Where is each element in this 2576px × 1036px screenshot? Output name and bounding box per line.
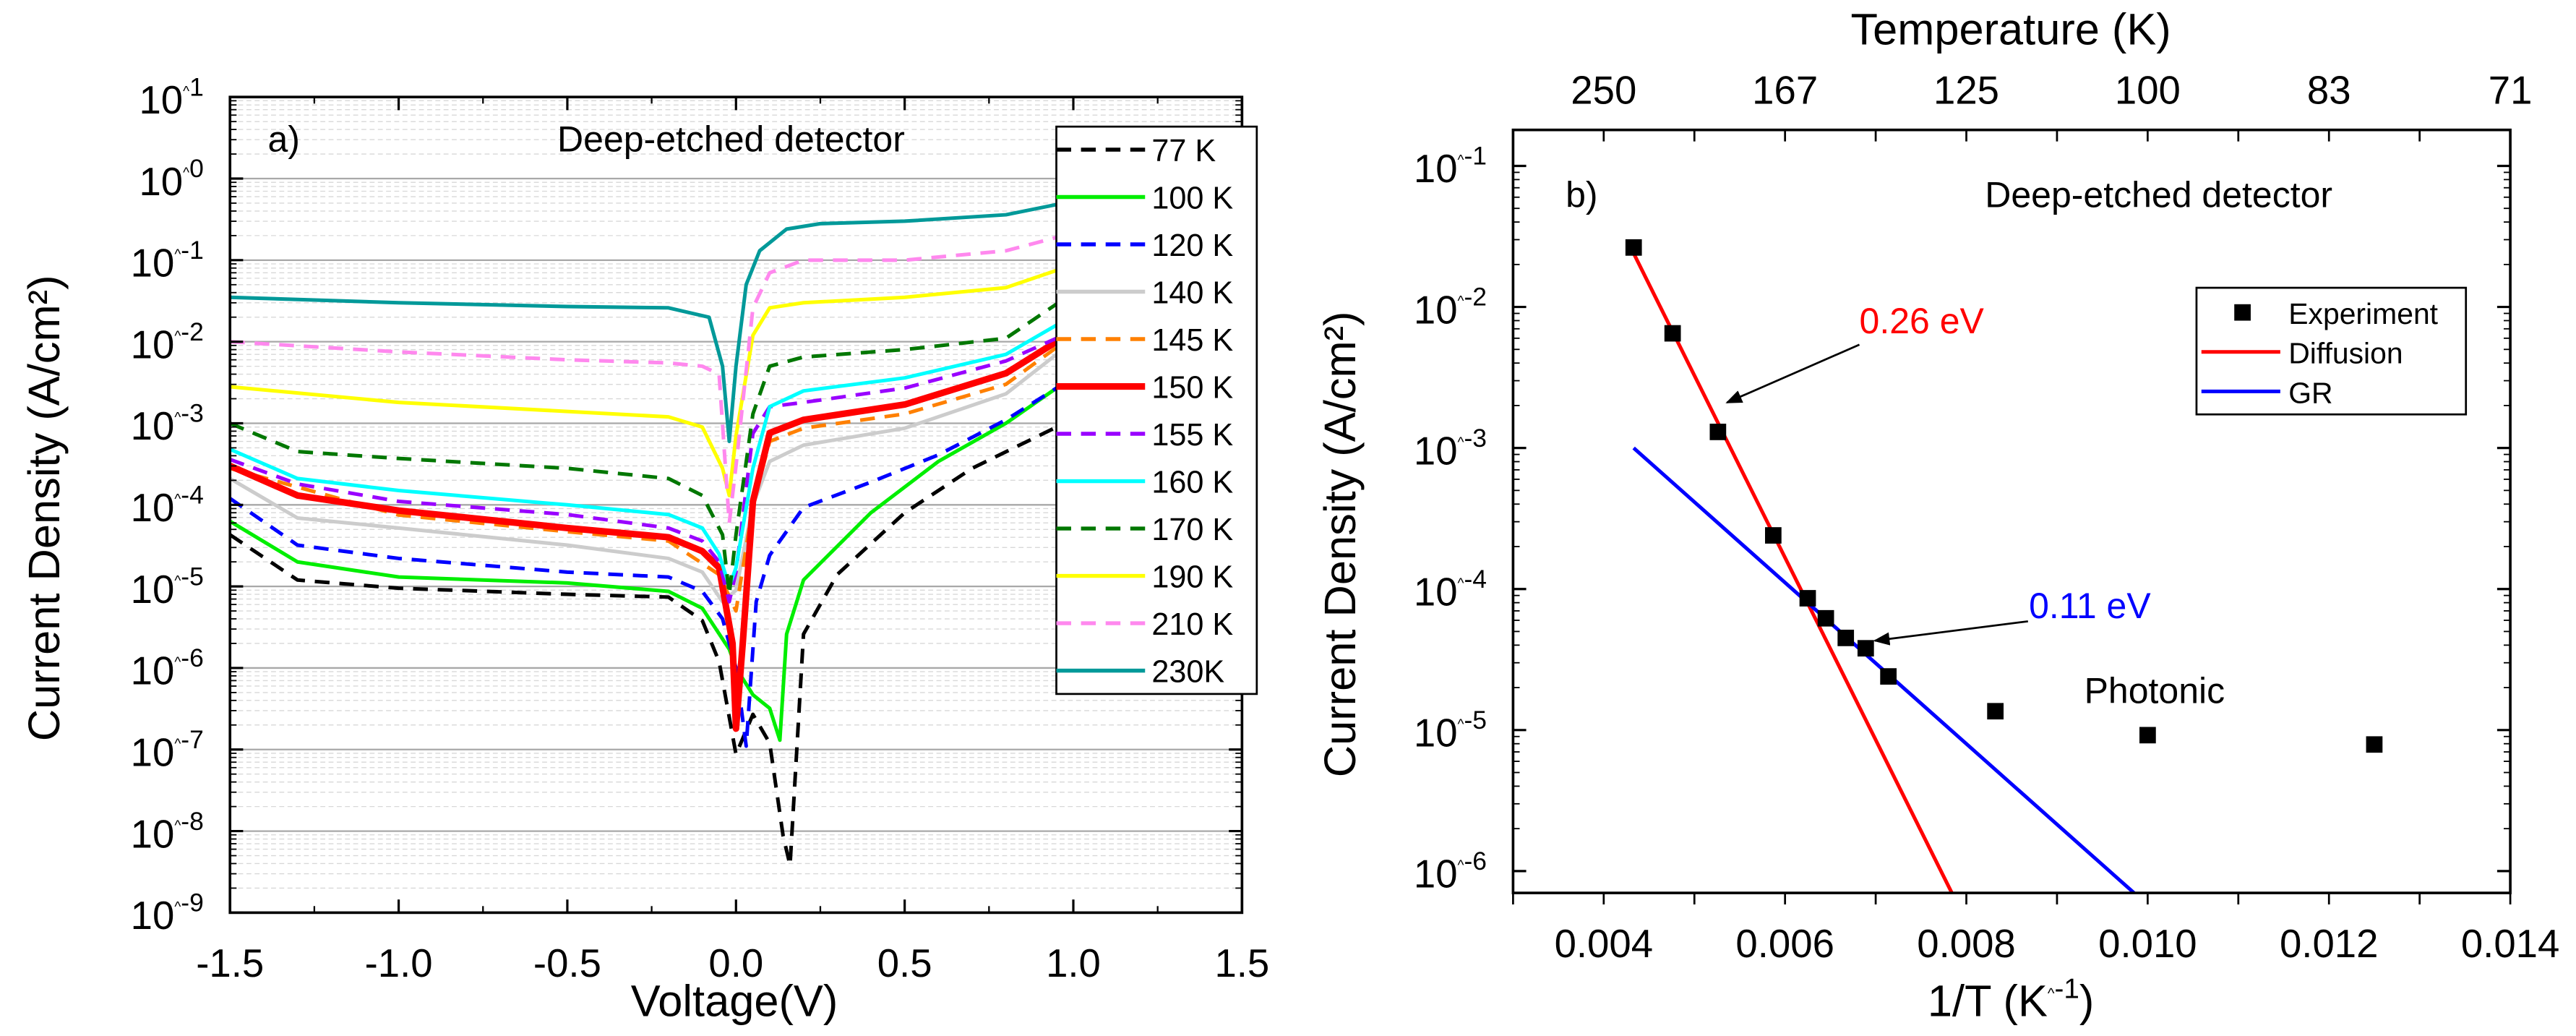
legend-label: 77 K xyxy=(1151,134,1216,168)
x-tick-label: 0.5 xyxy=(877,941,932,985)
curve-145k xyxy=(229,346,1058,613)
x-tick-label: 0.014 xyxy=(2461,922,2559,966)
x-tick-label: -1.0 xyxy=(365,941,433,985)
y-tick-label: 10^-7 xyxy=(131,725,204,775)
panel-a-iv-curves: -1.5 -1.0 -0.5 0.0 0.5 1.0 1.5 10^1 10^0 10^-1 10^… xyxy=(20,72,1269,1026)
y-tick-label: 10^-5 xyxy=(131,562,204,612)
experiment-point xyxy=(1664,325,1681,342)
experiment-point xyxy=(1765,527,1782,544)
y-tick-label: 10^-1 xyxy=(131,236,204,286)
legend-label: Diffusion xyxy=(2288,337,2403,370)
legend-label: Experiment xyxy=(2288,297,2438,330)
legend-label: 145 K xyxy=(1151,323,1233,358)
experiment-point xyxy=(1857,640,1874,657)
legend-label: GR xyxy=(2288,376,2332,409)
panel-b-arrhenius-plot: 0.004 0.006 0.008 0.010 0.012 0.014 250 167 125 1… xyxy=(1315,4,2559,1026)
panel-label: b) xyxy=(1566,175,1597,215)
annotation-label: 0.26 eV xyxy=(1860,301,1985,341)
curve-150k xyxy=(228,338,1059,732)
curve-230k xyxy=(230,202,1057,444)
experiment-point xyxy=(1817,609,1834,627)
x-tick-label: 0.008 xyxy=(1917,922,2015,966)
curve-140k xyxy=(228,353,1058,604)
y-tick-label: 10^-1 xyxy=(1414,142,1487,192)
top-tick-label: 83 xyxy=(2307,68,2351,112)
plot-frame xyxy=(1511,128,2512,894)
annotation-arrow xyxy=(1873,620,2028,646)
y-tick-label: 10^-8 xyxy=(131,807,204,857)
top-tick-label: 250 xyxy=(1571,68,1636,112)
top-tick-label: 167 xyxy=(1752,68,1818,112)
x-tick-label: -0.5 xyxy=(533,941,601,985)
x-tick-label: 0.012 xyxy=(2280,922,2378,966)
y-tick-label: 10^-9 xyxy=(131,889,204,938)
x-tick-label: 1.0 xyxy=(1046,941,1101,985)
legend-label: 155 K xyxy=(1151,418,1233,453)
experiment-point xyxy=(1709,424,1727,440)
experiment-point xyxy=(1625,239,1642,256)
top-tick-label: 100 xyxy=(2115,68,2181,112)
experiment-point xyxy=(2366,736,2383,753)
fit-line-diffusion xyxy=(1631,252,1954,894)
legend-label: 160 K xyxy=(1151,465,1233,500)
experiment-point xyxy=(1880,668,1897,685)
x-axis-label: 1/T (K^-1) xyxy=(1928,974,2094,1027)
legend-label: 140 K xyxy=(1151,275,1233,310)
y-tick-label: 10^-4 xyxy=(1414,565,1487,615)
annotation-label: 0.11 eV xyxy=(2029,586,2151,626)
legend-label: 100 K xyxy=(1151,181,1233,215)
top-tick-label: 71 xyxy=(2489,68,2533,112)
x-tick-label: 0.0 xyxy=(708,941,763,985)
curve-155k xyxy=(229,336,1057,604)
y-tick-label: 10^1 xyxy=(139,72,203,122)
y-axis-label: Current Density (A/cm²) xyxy=(1315,312,1365,778)
x-tick-label: 1.5 xyxy=(1214,941,1269,985)
y-tick-label: 10^-2 xyxy=(131,317,204,367)
experiment-point xyxy=(1799,590,1816,607)
y-tick-label: 10^-4 xyxy=(131,480,204,530)
x-axis-label: Voltage(V) xyxy=(631,977,838,1027)
legend-label: 210 K xyxy=(1151,607,1233,642)
curve-190k xyxy=(229,268,1057,497)
y-tick-label: 10^0 xyxy=(139,154,203,204)
chart-title: Deep-etched detector xyxy=(557,119,905,159)
legend: 77 K 100 K 120 K 140 K 145 K 150 K 155 K 160 K 1… xyxy=(1055,125,1258,695)
experiment-point xyxy=(1837,630,1855,646)
y-tick-label: 10^-2 xyxy=(1414,283,1487,333)
curve-170k xyxy=(229,302,1058,596)
y-tick-label: 10^-6 xyxy=(131,643,204,693)
legend-label: 150 K xyxy=(1151,370,1233,405)
top-axis-label: Temperature (K) xyxy=(1850,4,2171,54)
experiment-point xyxy=(1987,703,2004,720)
y-axis-label: Current Density (A/cm²) xyxy=(20,275,69,741)
legend-label: 170 K xyxy=(1151,513,1233,547)
curve-210k xyxy=(230,236,1057,525)
experiment-point xyxy=(2139,727,2156,744)
y-tick-label: 10^-3 xyxy=(131,399,204,449)
curve-100k xyxy=(228,386,1058,742)
legend: Experiment Diffusion GR xyxy=(2195,286,2468,416)
chart-title: Deep-etched detector xyxy=(1985,175,2332,215)
x-tick-label: 0.006 xyxy=(1735,922,1834,966)
top-tick-label: 125 xyxy=(1933,68,1999,112)
y-tick-label: 10^-6 xyxy=(1414,847,1487,896)
legend-box xyxy=(1055,125,1258,695)
legend-label: 230K xyxy=(1151,654,1224,689)
panel-label: a) xyxy=(267,119,299,159)
curve-120k xyxy=(228,386,1058,748)
y-tick-label: 10^-5 xyxy=(1414,706,1487,755)
legend-marker xyxy=(2234,304,2251,321)
x-tick-label: -1.5 xyxy=(196,941,264,985)
x-tick-label: 0.004 xyxy=(1555,922,1653,966)
legend-label: 120 K xyxy=(1151,228,1233,263)
x-tick-label: 0.010 xyxy=(2098,922,2197,966)
y-tick-label: 10^-3 xyxy=(1414,424,1487,474)
annotation-arrow xyxy=(1725,343,1860,404)
annotation-label: Photonic xyxy=(2085,671,2225,711)
legend-label: 190 K xyxy=(1151,560,1233,594)
